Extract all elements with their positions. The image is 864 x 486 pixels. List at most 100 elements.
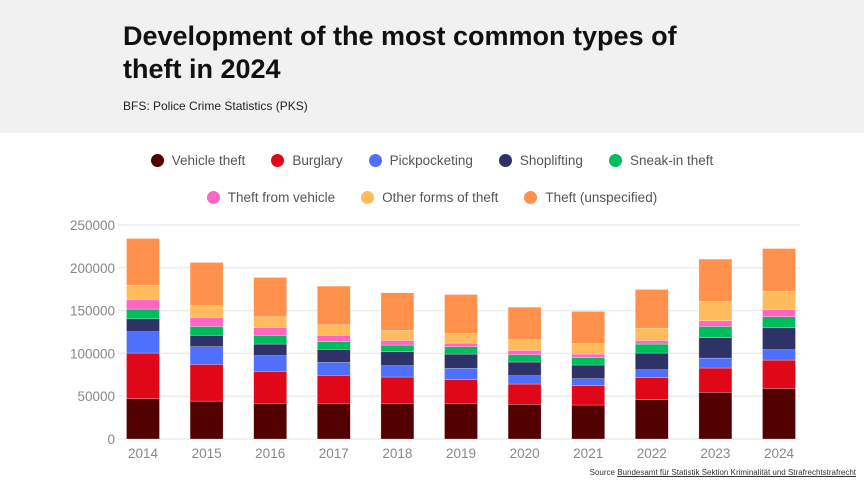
- bar-segment-burglary: [444, 379, 478, 404]
- bar-segment-sneak-in-theft: [635, 343, 669, 354]
- bar-segment-theft-unspecified: [635, 289, 669, 329]
- bar-segment-burglary: [571, 385, 605, 406]
- bar-segment-theft-from-vehicle: [507, 350, 542, 356]
- header-band: Development of the most common types of …: [0, 0, 864, 133]
- bar-segment-theft-unspecified: [698, 258, 733, 302]
- x-tick-label: 2021: [573, 446, 603, 461]
- bar-segment-vehicle-theft: [126, 398, 160, 440]
- bar-segment-burglary: [317, 375, 351, 404]
- x-tick-label: 2019: [446, 446, 476, 461]
- legend-label: Theft (unspecified): [545, 190, 658, 205]
- bar-segment-vehicle-theft: [189, 400, 224, 440]
- x-tick-label: 2014: [128, 446, 159, 461]
- bar-segment-theft-from-vehicle: [444, 342, 478, 347]
- bar-segment-shoplifting: [380, 351, 415, 366]
- bar-segment-vehicle-theft: [380, 403, 415, 440]
- bar-segment-shoplifting: [253, 343, 287, 356]
- x-tick-label: 2018: [382, 446, 412, 461]
- bar-segment-burglary: [380, 376, 415, 404]
- legend-item[interactable]: Burglary: [271, 153, 343, 168]
- bar-segment-theft-unspecified: [253, 277, 287, 318]
- bar-segment-pickpocketing: [698, 357, 733, 369]
- bar-segment-pickpocketing: [317, 362, 351, 376]
- bar-segment-shoplifting: [317, 349, 351, 363]
- bar-segment-vehicle-theft: [571, 404, 605, 440]
- legend-item[interactable]: Theft (unspecified): [524, 190, 657, 205]
- bar-segment-other-forms-of-theft: [444, 333, 478, 344]
- bar-segment-theft-unspecified: [126, 238, 160, 286]
- bar-segment-theft-from-vehicle: [189, 317, 224, 327]
- bar-segment-shoplifting: [126, 318, 160, 332]
- legend-marker-icon: [361, 191, 375, 204]
- bar-segment-theft-unspecified: [317, 285, 351, 326]
- y-tick-label: 0: [107, 432, 115, 447]
- bar-segment-theft-from-vehicle: [571, 353, 605, 359]
- bar-segment-vehicle-theft: [635, 399, 669, 440]
- bar-segment-vehicle-theft: [444, 403, 478, 440]
- source-note: Source Bundesamt für Statistik Sektion K…: [590, 468, 856, 477]
- bar-segment-other-forms-of-theft: [698, 301, 733, 322]
- bar-segment-sneak-in-theft: [253, 335, 287, 345]
- x-tick-label: 2015: [192, 446, 222, 461]
- bar-segment-vehicle-theft: [762, 388, 796, 440]
- bar-segment-sneak-in-theft: [189, 326, 224, 336]
- bar-segment-theft-from-vehicle: [253, 327, 287, 336]
- legend-item[interactable]: Shoplifting: [498, 153, 583, 168]
- source-link[interactable]: Bundesamt für Statistik Sektion Kriminal…: [617, 468, 856, 477]
- x-tick-label: 2020: [510, 446, 540, 461]
- legend-marker-icon: [206, 191, 220, 204]
- bar-segment-burglary: [253, 371, 287, 404]
- x-tick-label: 2023: [700, 446, 730, 461]
- legend-row-1: Vehicle theft Burglary Pickpocketing Shopli…: [0, 153, 864, 168]
- bar-segment-sneak-in-theft: [507, 354, 542, 363]
- bar-segment-sneak-in-theft: [380, 344, 415, 353]
- bar-segment-other-forms-of-theft: [189, 305, 224, 319]
- bar-segment-shoplifting: [635, 352, 669, 370]
- bar-segment-pickpocketing: [444, 368, 478, 381]
- legend-item[interactable]: Vehicle theft: [150, 153, 245, 168]
- legend-item[interactable]: Pickpocketing: [368, 153, 473, 168]
- legend-item[interactable]: Theft from vehicle: [206, 190, 335, 205]
- bar-segment-burglary: [635, 377, 669, 400]
- source-label: Source: [589, 468, 615, 477]
- bar-segment-pickpocketing: [253, 355, 287, 372]
- bar-segment-other-forms-of-theft: [762, 290, 796, 310]
- bar-segment-theft-unspecified: [189, 262, 224, 306]
- bar-segment-burglary: [126, 352, 160, 400]
- bar-segment-theft-from-vehicle: [126, 299, 160, 310]
- bar-segment-sneak-in-theft: [762, 316, 796, 329]
- bar-segment-pickpocketing: [762, 349, 796, 361]
- bar-segment-other-forms-of-theft: [317, 324, 351, 336]
- bar-segment-shoplifting: [762, 327, 796, 350]
- bar-segment-sneak-in-theft: [126, 308, 160, 320]
- bar-segment-burglary: [507, 383, 542, 405]
- bar-segment-shoplifting: [571, 364, 605, 379]
- bar-segment-other-forms-of-theft: [635, 327, 669, 341]
- y-tick-label: 150000: [70, 304, 115, 319]
- bar-segment-shoplifting: [189, 335, 224, 347]
- bar-segment-theft-unspecified: [762, 248, 796, 292]
- bar-segment-vehicle-theft: [507, 404, 542, 440]
- bar-segment-other-forms-of-theft: [126, 284, 160, 301]
- x-tick-label: 2016: [255, 446, 285, 461]
- legend-item[interactable]: Sneak-in theft: [608, 153, 713, 168]
- legend-marker-icon: [524, 191, 538, 204]
- legend-item[interactable]: Other forms of theft: [361, 190, 498, 205]
- bar-segment-sneak-in-theft: [698, 326, 733, 338]
- bar-segment-theft-unspecified: [444, 294, 478, 334]
- bar-segment-pickpocketing: [189, 346, 224, 365]
- bar-segment-theft-from-vehicle: [762, 309, 796, 318]
- legend-marker-icon: [150, 154, 164, 167]
- bar-segment-pickpocketing: [126, 331, 160, 354]
- bar-segment-shoplifting: [698, 337, 733, 359]
- legend-label: Pickpocketing: [389, 153, 473, 168]
- bar-segment-pickpocketing: [571, 378, 605, 387]
- legend-label: Burglary: [292, 153, 343, 168]
- bar-segment-other-forms-of-theft: [571, 343, 605, 355]
- x-tick-label: 2017: [319, 446, 349, 461]
- bar-segment-vehicle-theft: [317, 403, 351, 440]
- bar-segment-theft-from-vehicle: [380, 340, 415, 346]
- bar-segment-theft-unspecified: [571, 311, 605, 344]
- bar-segment-vehicle-theft: [253, 403, 287, 440]
